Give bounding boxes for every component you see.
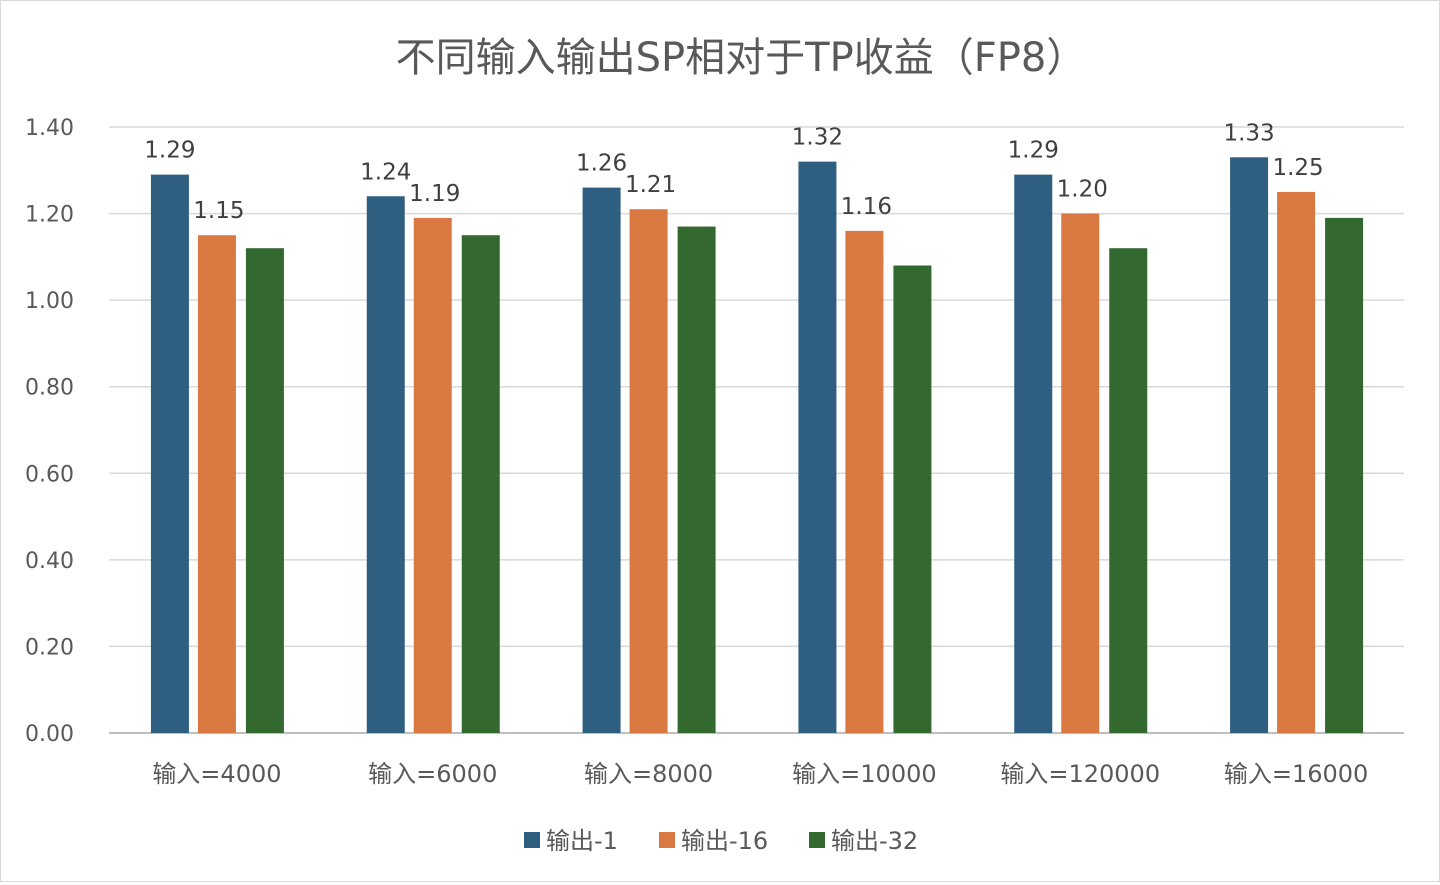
legend-swatch bbox=[524, 832, 540, 848]
bar-输出-32 bbox=[1325, 217, 1364, 733]
bar-输出-1 bbox=[150, 174, 189, 734]
gridlines bbox=[109, 126, 1404, 734]
legend-item: 输出-32 bbox=[809, 827, 918, 855]
bar-输出-1 bbox=[1014, 174, 1053, 734]
y-tick-label: 1.00 bbox=[25, 289, 74, 314]
legend-swatch bbox=[809, 832, 825, 848]
legend-label: 输出-32 bbox=[831, 827, 918, 855]
y-tick-label: 1.40 bbox=[25, 116, 74, 141]
y-tick-label: 0.00 bbox=[25, 722, 74, 747]
data-label: 1.33 bbox=[1223, 120, 1274, 146]
bar-输出-16 bbox=[845, 230, 884, 733]
legend-label: 输出-1 bbox=[546, 827, 618, 855]
data-label: 1.20 bbox=[1057, 177, 1108, 203]
data-label: 1.24 bbox=[360, 159, 411, 185]
bar-输出-1 bbox=[582, 187, 621, 734]
bar-输出-1 bbox=[798, 161, 837, 734]
bar-输出-16 bbox=[1277, 191, 1316, 733]
x-tick-label: 输入=10000 bbox=[792, 760, 936, 788]
data-label: 1.25 bbox=[1272, 155, 1323, 181]
bar-输出-1 bbox=[1230, 157, 1269, 734]
data-label: 1.26 bbox=[576, 151, 627, 177]
y-tick-label: 1.20 bbox=[25, 203, 74, 228]
chart-title: 不同输入输出SP相对于TP收益（FP8） bbox=[396, 35, 1087, 81]
x-tick-label: 输入=120000 bbox=[1000, 760, 1160, 788]
legend-label: 输出-16 bbox=[681, 827, 768, 855]
y-tick-label: 0.80 bbox=[25, 376, 74, 401]
data-label: 1.15 bbox=[193, 198, 244, 224]
bar-输出-32 bbox=[1109, 248, 1148, 733]
bar-输出-32 bbox=[677, 226, 716, 734]
data-label: 1.19 bbox=[409, 181, 460, 207]
y-tick-label: 0.60 bbox=[25, 462, 74, 487]
bar-输出-32 bbox=[461, 235, 500, 733]
x-axis-ticks: 输入=4000 输入=6000 输入=8000 输入=10000 输入=120000 输入… bbox=[152, 760, 1368, 788]
bar-输出-16 bbox=[629, 209, 668, 733]
bar-输出-1 bbox=[366, 196, 405, 733]
legend-item: 输出-1 bbox=[524, 827, 618, 855]
x-tick-label: 输入=8000 bbox=[584, 760, 713, 788]
y-tick-label: 0.40 bbox=[25, 549, 74, 574]
data-label: 1.21 bbox=[625, 172, 676, 198]
x-tick-label: 输入=6000 bbox=[368, 760, 497, 788]
y-tick-label: 0.20 bbox=[25, 635, 74, 660]
y-axis-ticks: 0.00 0.20 0.40 0.60 0.80 1.00 1.20 1.40 bbox=[25, 116, 74, 747]
data-label: 1.16 bbox=[841, 194, 892, 220]
data-label: 1.32 bbox=[792, 125, 843, 151]
data-labels: 1.29 1.15 1.241.19 1.261.21 1.32 1.16 1.29 1.20… bbox=[144, 120, 1323, 224]
x-tick-label: 输入=16000 bbox=[1224, 760, 1368, 788]
data-label: 1.29 bbox=[144, 138, 195, 164]
bar-输出-16 bbox=[1061, 213, 1100, 734]
legend-swatch bbox=[659, 832, 675, 848]
x-tick-label: 输入=4000 bbox=[152, 760, 281, 788]
bar-输出-16 bbox=[197, 235, 236, 733]
bar-输出-16 bbox=[413, 217, 452, 733]
bar-输出-32 bbox=[893, 265, 932, 733]
data-label: 1.29 bbox=[1008, 138, 1059, 164]
bars bbox=[150, 157, 1364, 734]
legend-item: 输出-16 bbox=[659, 827, 768, 855]
bar-输出-32 bbox=[245, 248, 284, 733]
legend: 输出-1 输出-16 输出-32 bbox=[524, 827, 918, 855]
